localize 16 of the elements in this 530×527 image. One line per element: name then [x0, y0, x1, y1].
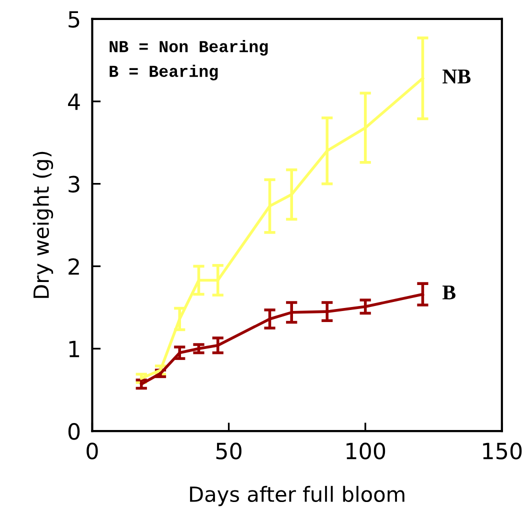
- y-tick-label: 4: [68, 94, 80, 110]
- y-tick-label: 1: [69, 340, 80, 358]
- x-tick-label: 50: [216, 442, 242, 460]
- series-label: B: [442, 286, 456, 300]
- annotation: NB = Non Bearing: [110, 40, 268, 56]
- y-axis-title: Dry weight (g): [32, 152, 54, 298]
- y-tick-label: 3: [68, 176, 80, 193]
- x-tick-label: 150: [483, 442, 522, 460]
- x-tick-label: 100: [346, 442, 386, 460]
- x-axis-title: Days after full bloom: [190, 486, 404, 506]
- y-tick-label: 2: [68, 258, 79, 275]
- y-tick-label: 0: [68, 423, 80, 440]
- annotation: B = Bearing: [110, 64, 218, 80]
- y-tick-label: 5: [68, 11, 80, 28]
- series-label: NB: [442, 70, 471, 84]
- x-tick-label: 0: [86, 442, 98, 460]
